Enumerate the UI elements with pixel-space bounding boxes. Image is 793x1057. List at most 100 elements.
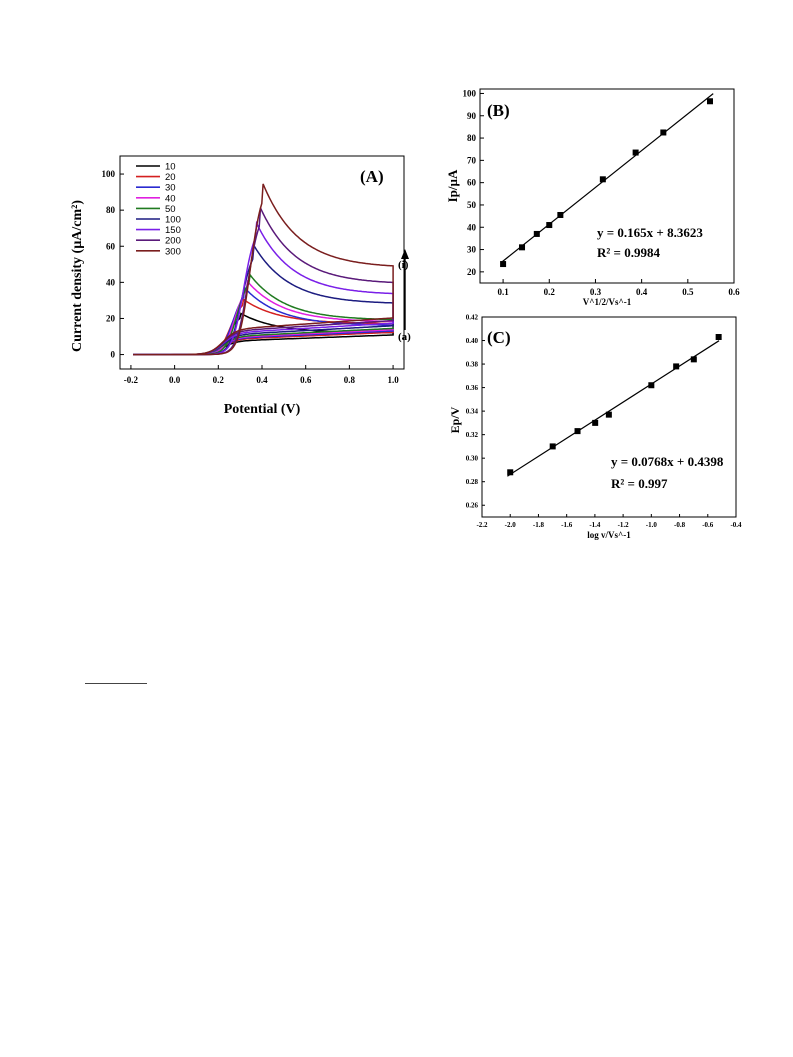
panel-b-x-tick-label: 0.1	[497, 287, 509, 297]
cv-curve-30	[133, 286, 394, 356]
panel-c-point	[690, 356, 697, 363]
panel-c-y-tick-label: 0.26	[466, 502, 479, 510]
panel-a-x-tick-label: 0.2	[213, 375, 225, 385]
panel-c-fit-equation: y = 0.0768x + 0.4398	[611, 454, 724, 469]
legend-label-50: 50	[165, 204, 176, 215]
panel-b-x-tick-label: 0.4	[636, 287, 648, 297]
panel-c-y-tick-label: 0.34	[466, 408, 479, 416]
panel-b-point	[533, 230, 540, 237]
legend-label-150: 150	[165, 225, 181, 236]
legend-label-20: 20	[165, 172, 176, 183]
panel-c-x-axis-label: log v/Vs^-1	[587, 530, 631, 540]
panel-b-point	[500, 261, 507, 268]
panel-b-x-tick-label: 0.5	[682, 287, 694, 297]
panel-b-point	[632, 149, 639, 156]
legend-label-30: 30	[165, 183, 176, 194]
panel-c-point	[592, 419, 599, 426]
panel-b-y-tick-label: 70	[467, 155, 477, 165]
panel-a-x-axis-label: Potential (V)	[224, 402, 301, 417]
panel-b-point	[546, 222, 553, 229]
up-arrow	[401, 249, 409, 330]
panel-c-x-tick-label: -0.4	[730, 521, 742, 529]
panel-c-y-tick-label: 0.28	[466, 478, 479, 486]
panel-a-x-tick-label: 1.0	[387, 375, 399, 385]
panel-c-x-tick-label: -2.2	[476, 521, 488, 529]
panel-b-x-axis-label: V^1/2/Vs^-1	[583, 297, 632, 307]
panel-b-x-ticks: 0.1 0.2 0.3 0.4 0.5 0.6	[497, 279, 740, 297]
panel-b-point	[706, 98, 713, 105]
panel-b-y-ticks: 20 30 40 50 60 70 80 90 100	[463, 88, 484, 277]
legend-label-300: 300	[165, 246, 181, 257]
panel-a-y-tick-label: 100	[102, 169, 116, 179]
panel-c-y-ticks: 0.26 0.28 0.30 0.32 0.34 0.36 0.38 0.40 0.42	[466, 314, 485, 510]
panel-c-tag: (C)	[487, 328, 511, 347]
panel-c: -2.2 -2.0 -1.8 -1.6 -1.4 -1.2 -1.0 -0.8 -0.6 -0.4…	[448, 314, 742, 541]
legend-label-10: 10	[165, 162, 176, 173]
panel-c-point	[648, 382, 655, 389]
panel-b-point	[599, 176, 606, 183]
panel-c-x-tick-label: -1.6	[561, 521, 573, 529]
panel-c-y-tick-label: 0.32	[466, 431, 479, 439]
panel-c-fit-line	[507, 340, 720, 477]
footnote-divider	[85, 683, 147, 684]
panel-c-x-tick-label: -2.0	[505, 521, 517, 529]
panel-b-y-tick-label: 60	[467, 178, 477, 188]
panel-a-x-tick-label: -0.2	[124, 375, 139, 385]
panel-b-x-tick-label: 0.2	[544, 287, 556, 297]
panel-c-point	[507, 469, 514, 476]
panel-a-y-ticks: 0 20 40 60 80 100	[102, 169, 124, 360]
panel-b: 0.1 0.2 0.3 0.4 0.5 0.6 20 30 40 50 60 70 80 90 100 (…	[445, 88, 740, 307]
annotation-i: (i)	[398, 259, 409, 271]
panel-a-y-tick-label: 20	[106, 313, 116, 323]
panel-b-y-tick-label: 50	[467, 200, 477, 210]
panel-a-tag: (A)	[360, 167, 384, 186]
panel-c-r2: R² = 0.997	[611, 476, 668, 491]
panel-c-x-tick-label: -0.8	[674, 521, 686, 529]
panel-c-y-tick-label: 0.42	[466, 314, 479, 322]
panel-a-y-tick-label: 0	[111, 350, 116, 360]
panel-b-point	[660, 129, 667, 136]
panel-c-frame	[481, 316, 737, 518]
legend-label-40: 40	[165, 193, 176, 204]
panel-c-y-tick-label: 0.30	[466, 455, 479, 463]
cv-curve-50	[133, 273, 394, 356]
panel-a-y-tick-label: 80	[106, 205, 116, 215]
panel-c-y-tick-label: 0.38	[466, 361, 479, 369]
panel-c-y-axis-label: Ep/V	[448, 406, 462, 433]
panel-b-point	[557, 211, 564, 218]
legend-label-200: 200	[165, 236, 181, 247]
panel-b-frame	[479, 88, 735, 284]
panel-b-y-tick-label: 100	[463, 88, 477, 98]
panel-c-x-tick-label: -0.6	[702, 521, 714, 529]
panel-c-point	[574, 428, 581, 435]
panel-c-point	[605, 411, 612, 418]
panel-b-y-axis-label: Ip/µA	[445, 169, 460, 202]
panel-b-tag: (B)	[487, 101, 510, 120]
panel-c-x-ticks: -2.2 -2.0 -1.8 -1.6 -1.4 -1.2 -1.0 -0.8 -0.6 -0.4	[476, 514, 742, 529]
panel-a-x-tick-label: 0.8	[344, 375, 356, 385]
panel-c-y-tick-label: 0.36	[466, 384, 479, 392]
legend-label-100: 100	[165, 215, 181, 226]
panel-c-point	[549, 443, 556, 450]
panel-b-y-tick-label: 30	[467, 245, 477, 255]
panel-b-y-tick-label: 90	[467, 111, 477, 121]
panel-b-r2: R² = 0.9984	[597, 245, 660, 260]
panel-c-x-tick-label: -1.4	[589, 521, 601, 529]
panel-c-point	[715, 334, 722, 340]
panel-b-x-tick-label: 0.3	[590, 287, 602, 297]
panel-c-point	[673, 363, 680, 370]
cv-curve-300	[133, 183, 394, 356]
annotation-a: (a)	[398, 331, 411, 343]
panel-b-point	[519, 244, 526, 251]
panel-b-y-tick-label: 20	[467, 267, 477, 277]
panel-b-y-tick-label: 80	[467, 133, 477, 143]
panel-a-x-tick-label: 0.6	[300, 375, 312, 385]
panel-a-y-tick-label: 60	[106, 241, 116, 251]
panel-c-x-tick-label: -1.8	[533, 521, 545, 529]
panel-a-curves	[133, 183, 394, 356]
panel-b-x-tick-label: 0.6	[728, 287, 740, 297]
panel-c-x-tick-label: -1.2	[618, 521, 630, 529]
panel-a-y-tick-label: 40	[106, 277, 116, 287]
